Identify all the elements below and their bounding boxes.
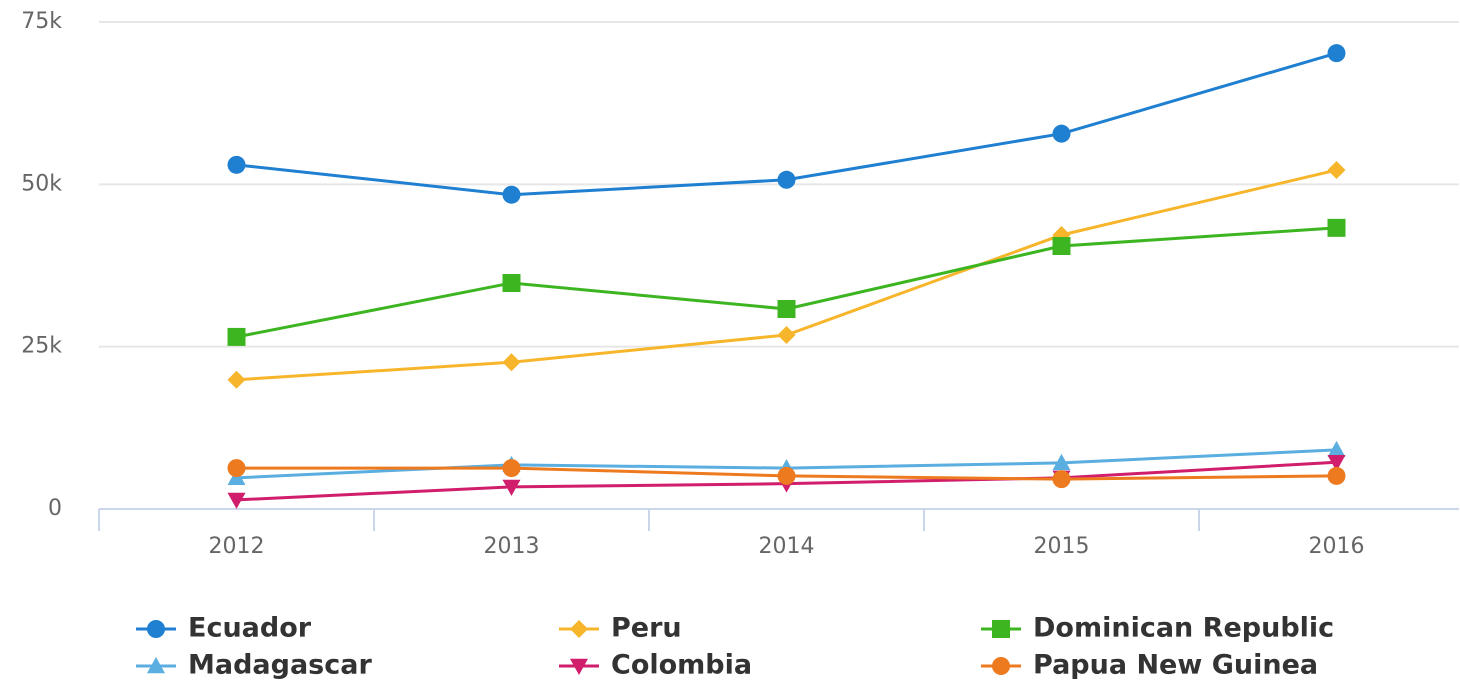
data-point <box>1052 470 1071 489</box>
y-tick-label: 75k <box>21 9 62 34</box>
data-point <box>502 479 521 496</box>
data-point <box>1327 161 1346 180</box>
legend-marker <box>147 657 165 674</box>
x-tick-label: 2016 <box>1309 534 1365 559</box>
legend-marker <box>992 620 1010 638</box>
y-tick-label: 0 <box>48 496 62 521</box>
series-line <box>236 226 1337 339</box>
data-point <box>1052 124 1071 143</box>
y-tick-label: 25k <box>21 334 62 359</box>
legend-label: Peru <box>611 613 682 644</box>
data-point <box>777 325 796 344</box>
x-tick-label: 2013 <box>484 534 540 559</box>
legend-label: Papua New Guinea <box>1033 650 1318 681</box>
data-point <box>1327 455 1346 472</box>
data-point <box>1327 440 1346 458</box>
legend-label: Ecuador <box>188 613 312 644</box>
legend-label: Madagascar <box>188 650 372 681</box>
data-point <box>227 370 246 389</box>
data-point <box>227 155 246 174</box>
y-tick-label: 50k <box>21 171 62 196</box>
data-point <box>502 459 521 478</box>
series-line <box>236 168 1337 382</box>
legend-label: Dominican Republic <box>1033 613 1334 644</box>
data-point <box>227 459 246 478</box>
legend-marker <box>570 620 588 638</box>
legend-marker <box>147 620 165 638</box>
data-point <box>227 492 246 509</box>
data-point <box>1052 237 1071 256</box>
data-point <box>1052 453 1071 471</box>
x-tick-label: 2015 <box>1034 534 1090 559</box>
legend-marker <box>570 658 588 675</box>
data-point <box>1327 218 1346 237</box>
legend-marker <box>992 657 1010 675</box>
data-point <box>1327 466 1346 485</box>
data-point <box>502 274 521 293</box>
data-point <box>777 170 796 189</box>
data-point <box>1327 44 1346 63</box>
data-point <box>777 466 796 485</box>
x-tick-label: 2012 <box>209 534 265 559</box>
x-tick-label: 2014 <box>759 534 815 559</box>
data-point <box>777 300 796 319</box>
data-point <box>502 353 521 372</box>
data-point <box>227 327 246 346</box>
legend-label: Colombia <box>611 650 752 681</box>
data-point <box>502 185 521 204</box>
